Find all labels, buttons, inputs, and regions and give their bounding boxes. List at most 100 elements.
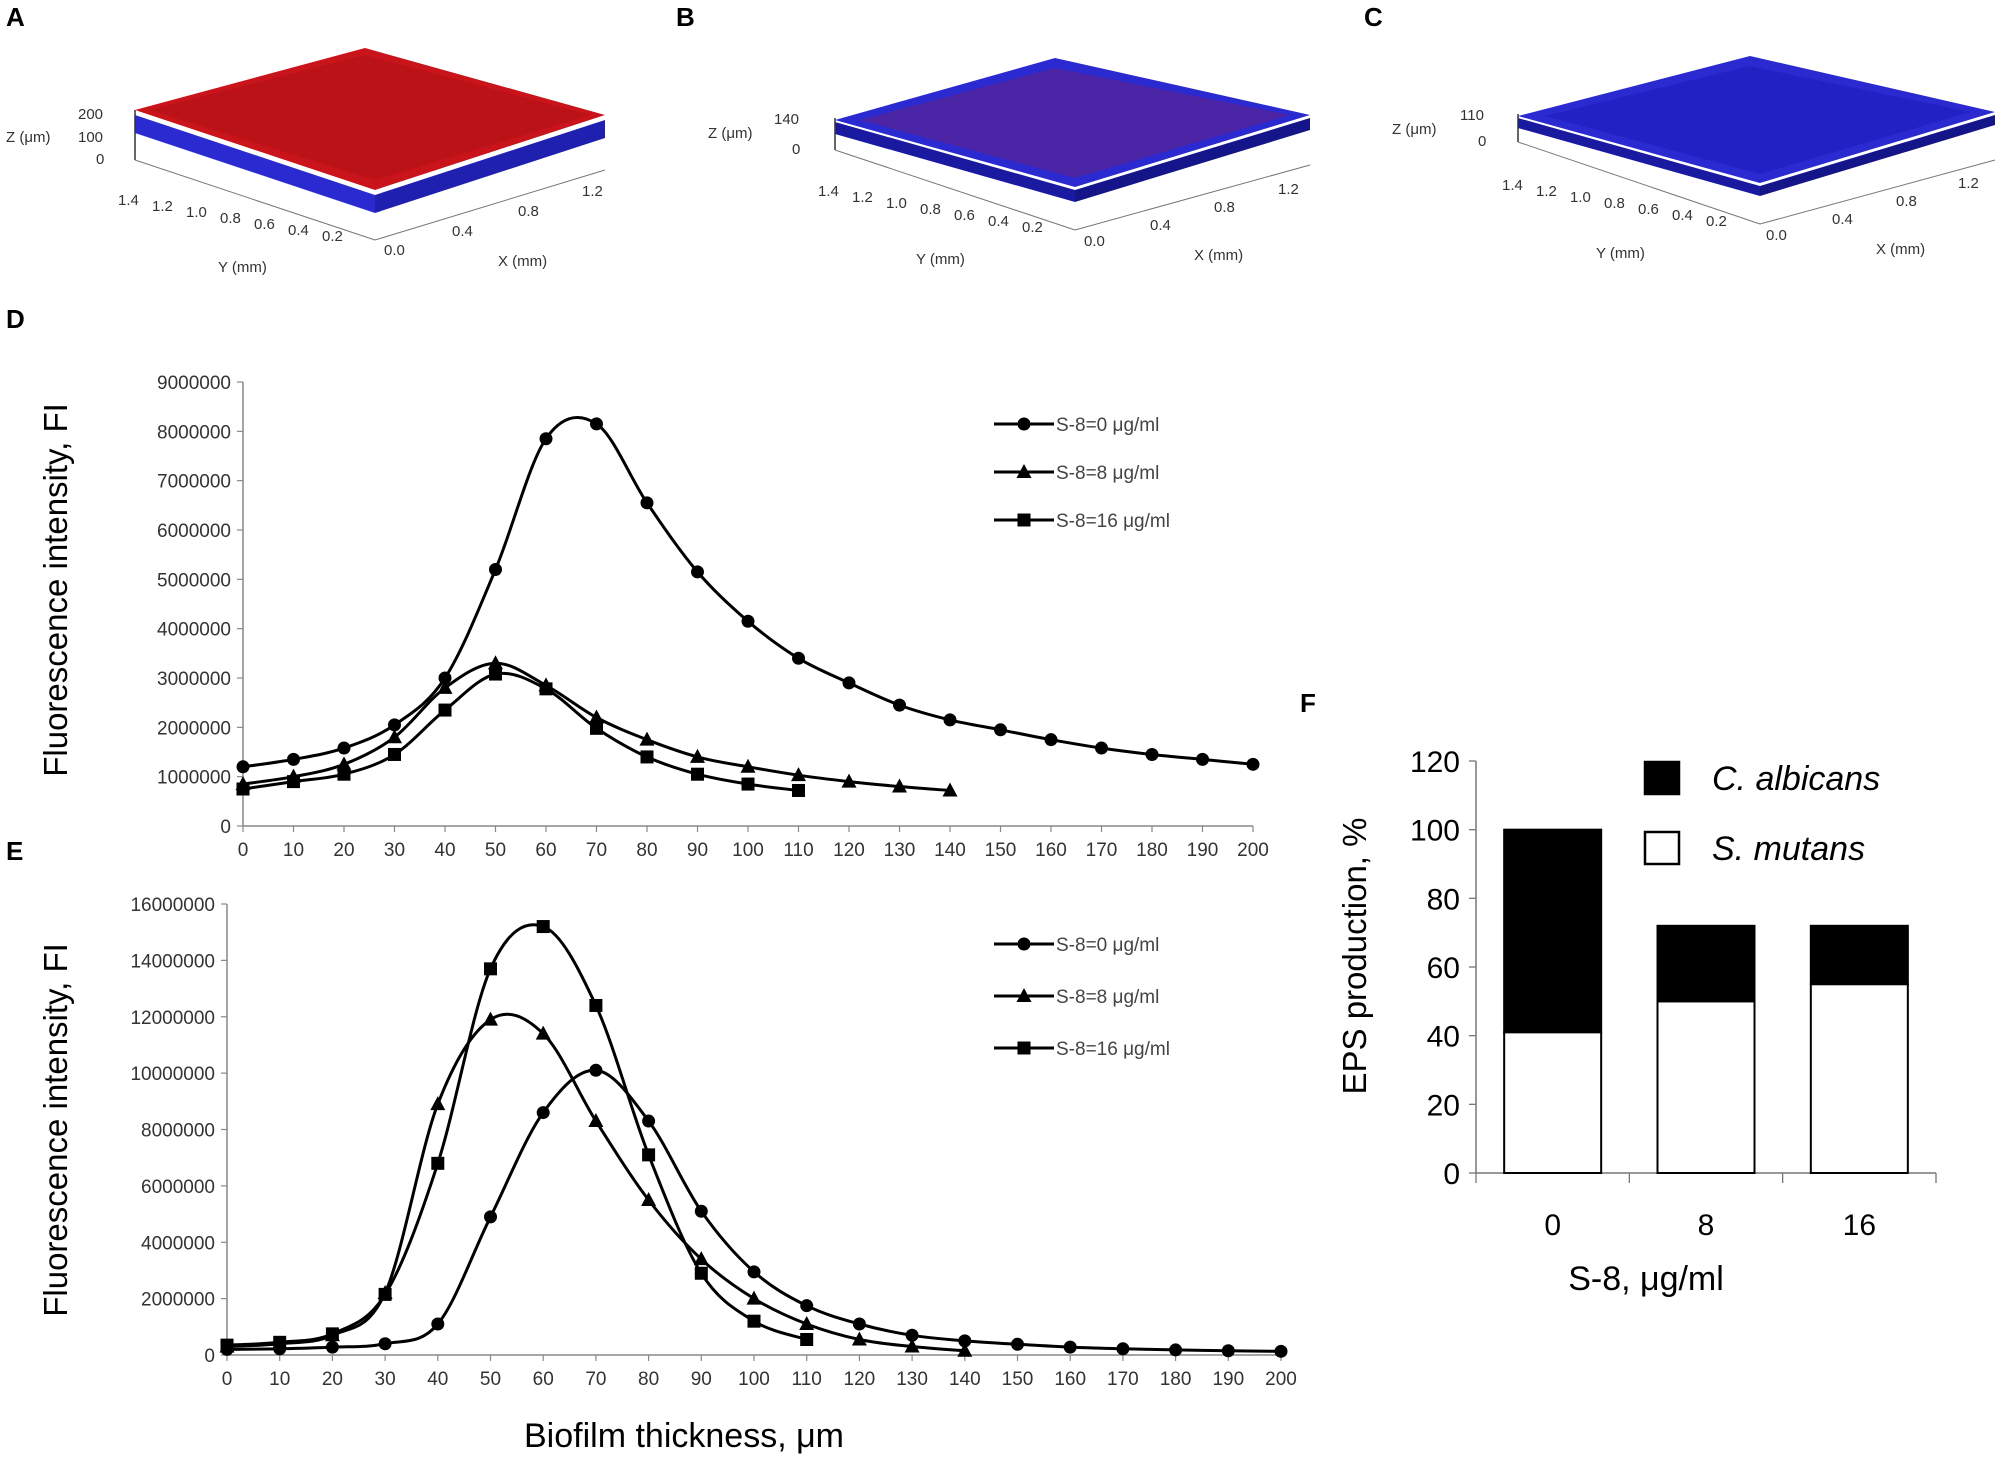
data-point-square bbox=[747, 1314, 761, 1328]
biofilm-texture bbox=[860, 68, 1290, 178]
y-tick: 0.8 bbox=[920, 201, 941, 218]
y-tick: 1.4 bbox=[1502, 177, 1523, 194]
data-point-triangle bbox=[942, 782, 958, 797]
x-tick-label: 50 bbox=[485, 840, 506, 861]
panel-label-c: C bbox=[1364, 2, 1383, 32]
y-tick-label: 10000000 bbox=[130, 1064, 215, 1085]
y-tick-label: 4000000 bbox=[141, 1233, 215, 1254]
y-tick-label: 8000000 bbox=[157, 422, 231, 443]
data-point-circle bbox=[489, 562, 502, 576]
legend-marker-circle bbox=[1017, 417, 1031, 431]
z-tick-110: 110 bbox=[1460, 107, 1484, 124]
z-axis-label: Z (μm) bbox=[1392, 121, 1436, 138]
y-tick: 1.0 bbox=[886, 195, 907, 212]
x-tick-label: 150 bbox=[1002, 1369, 1034, 1390]
data-point-circle bbox=[590, 417, 603, 431]
x-tick-label: 200 bbox=[1265, 1369, 1297, 1390]
y-tick-label: 60 bbox=[1427, 952, 1460, 985]
legend-marker-square bbox=[1017, 513, 1031, 527]
chart-f-eps-production: 0 20 40 60 80 100 120 0 8 16 EPS production, % S-8,… bbox=[1336, 746, 1937, 1298]
x-tick: 0.8 bbox=[1214, 199, 1235, 216]
legend-marker-circle bbox=[1017, 937, 1031, 951]
x-tick-label: 10 bbox=[269, 1369, 290, 1390]
legend-label: C. albicans bbox=[1712, 760, 1880, 798]
y-tick: 0.2 bbox=[1022, 219, 1043, 236]
y-tick-label: 7000000 bbox=[157, 472, 231, 493]
y-tick: 0.2 bbox=[1706, 213, 1727, 230]
data-point-circle bbox=[287, 752, 300, 766]
y-tick: 0.6 bbox=[1638, 201, 1659, 218]
data-point-triangle bbox=[639, 731, 655, 746]
x-tick-label: 70 bbox=[585, 1369, 606, 1390]
data-point-circle bbox=[800, 1299, 814, 1313]
series-line-circle bbox=[242, 416, 1254, 769]
x-tick: 1.2 bbox=[1958, 175, 1979, 192]
y-tick-label: 4000000 bbox=[157, 620, 231, 641]
legend-label: S-8=8 μg/ml bbox=[1056, 987, 1159, 1008]
y-tick-label: 1000000 bbox=[157, 768, 231, 789]
x-tick: 1.2 bbox=[1278, 181, 1299, 198]
data-point-circle bbox=[1246, 757, 1260, 771]
y-tick: 0.0 bbox=[1084, 233, 1105, 250]
x-tick-label: 80 bbox=[636, 840, 657, 861]
y-tick-label: 9000000 bbox=[157, 373, 231, 394]
y-tick: 1.2 bbox=[152, 198, 173, 215]
x-tick-label: 150 bbox=[985, 840, 1017, 861]
y-tick-label: 6000000 bbox=[157, 521, 231, 542]
data-point-circle bbox=[1044, 733, 1058, 747]
data-point-circle bbox=[1169, 1343, 1183, 1357]
y-tick: 1.4 bbox=[118, 192, 139, 209]
x-tick-label: 30 bbox=[384, 840, 405, 861]
x-tick-label: 160 bbox=[1035, 840, 1067, 861]
data-point-circle bbox=[691, 565, 704, 579]
data-point-triangle bbox=[957, 1342, 973, 1357]
x-tick: 0.8 bbox=[518, 203, 539, 220]
x-tick-label: 90 bbox=[687, 840, 708, 861]
x-tick-label: 130 bbox=[896, 1369, 928, 1390]
data-point-square bbox=[287, 775, 300, 789]
x-tick-label: 60 bbox=[535, 840, 556, 861]
y-tick-label: 0 bbox=[220, 817, 231, 838]
panel-label-a: A bbox=[6, 2, 25, 32]
biofilm-side-right bbox=[1075, 118, 1310, 202]
x-tick-label: 190 bbox=[1212, 1369, 1244, 1390]
x-tick-label: 20 bbox=[333, 840, 354, 861]
data-point-square bbox=[691, 767, 704, 781]
y-tick-label: 40 bbox=[1427, 1021, 1460, 1054]
data-point-square bbox=[642, 1148, 656, 1162]
data-point-square bbox=[489, 667, 502, 681]
data-point-triangle bbox=[851, 1331, 867, 1346]
y-tick-label: 16000000 bbox=[130, 895, 215, 916]
data-point-triangle bbox=[740, 758, 756, 773]
y-tick-label: 80 bbox=[1427, 883, 1460, 916]
y-axis-title: Fluorescence intensity, FI bbox=[37, 403, 74, 777]
x-tick-label: 120 bbox=[844, 1369, 876, 1390]
chart-e-fluorescence: 0 2000000 4000000 6000000 8000000 10000000 120… bbox=[37, 895, 1297, 1455]
y-axis-label: Y (mm) bbox=[916, 251, 965, 268]
x-tick-label: 50 bbox=[480, 1369, 501, 1390]
data-point-square bbox=[640, 750, 654, 764]
data-point-square bbox=[431, 1156, 445, 1170]
data-point-circle bbox=[589, 1063, 603, 1077]
data-point-circle bbox=[747, 1265, 761, 1279]
y-axis-title: Fluorescence intensity, FI bbox=[37, 943, 74, 1317]
y-tick: 0.2 bbox=[322, 228, 343, 245]
panel-label-f: F bbox=[1300, 688, 1316, 718]
data-point-triangle bbox=[690, 748, 705, 763]
z-tick-140: 140 bbox=[774, 111, 799, 128]
data-point-triangle bbox=[641, 1191, 657, 1206]
biofilm-3d-image-b: 140 0 Z (μm) 1.4 1.2 1.0 0.8 0.6 0.4 0.2… bbox=[708, 58, 1311, 268]
data-point-circle bbox=[905, 1328, 919, 1342]
x-axis-title: Biofilm thickness, μm bbox=[524, 1417, 844, 1455]
y-ticks: 1.4 1.2 1.0 0.8 0.6 0.4 0.2 0.0 bbox=[118, 192, 405, 259]
data-point-triangle bbox=[430, 1096, 446, 1111]
data-point-square bbox=[325, 1327, 339, 1341]
data-point-circle bbox=[236, 760, 250, 774]
legend-swatch bbox=[1643, 760, 1681, 796]
bar-c-albicans bbox=[1656, 924, 1756, 1003]
data-point-square bbox=[438, 703, 452, 717]
data-point-circle bbox=[792, 651, 805, 665]
y-tick: 1.4 bbox=[818, 183, 839, 200]
panel-label-d: D bbox=[6, 304, 25, 334]
x-tick-label: 20 bbox=[322, 1369, 343, 1390]
